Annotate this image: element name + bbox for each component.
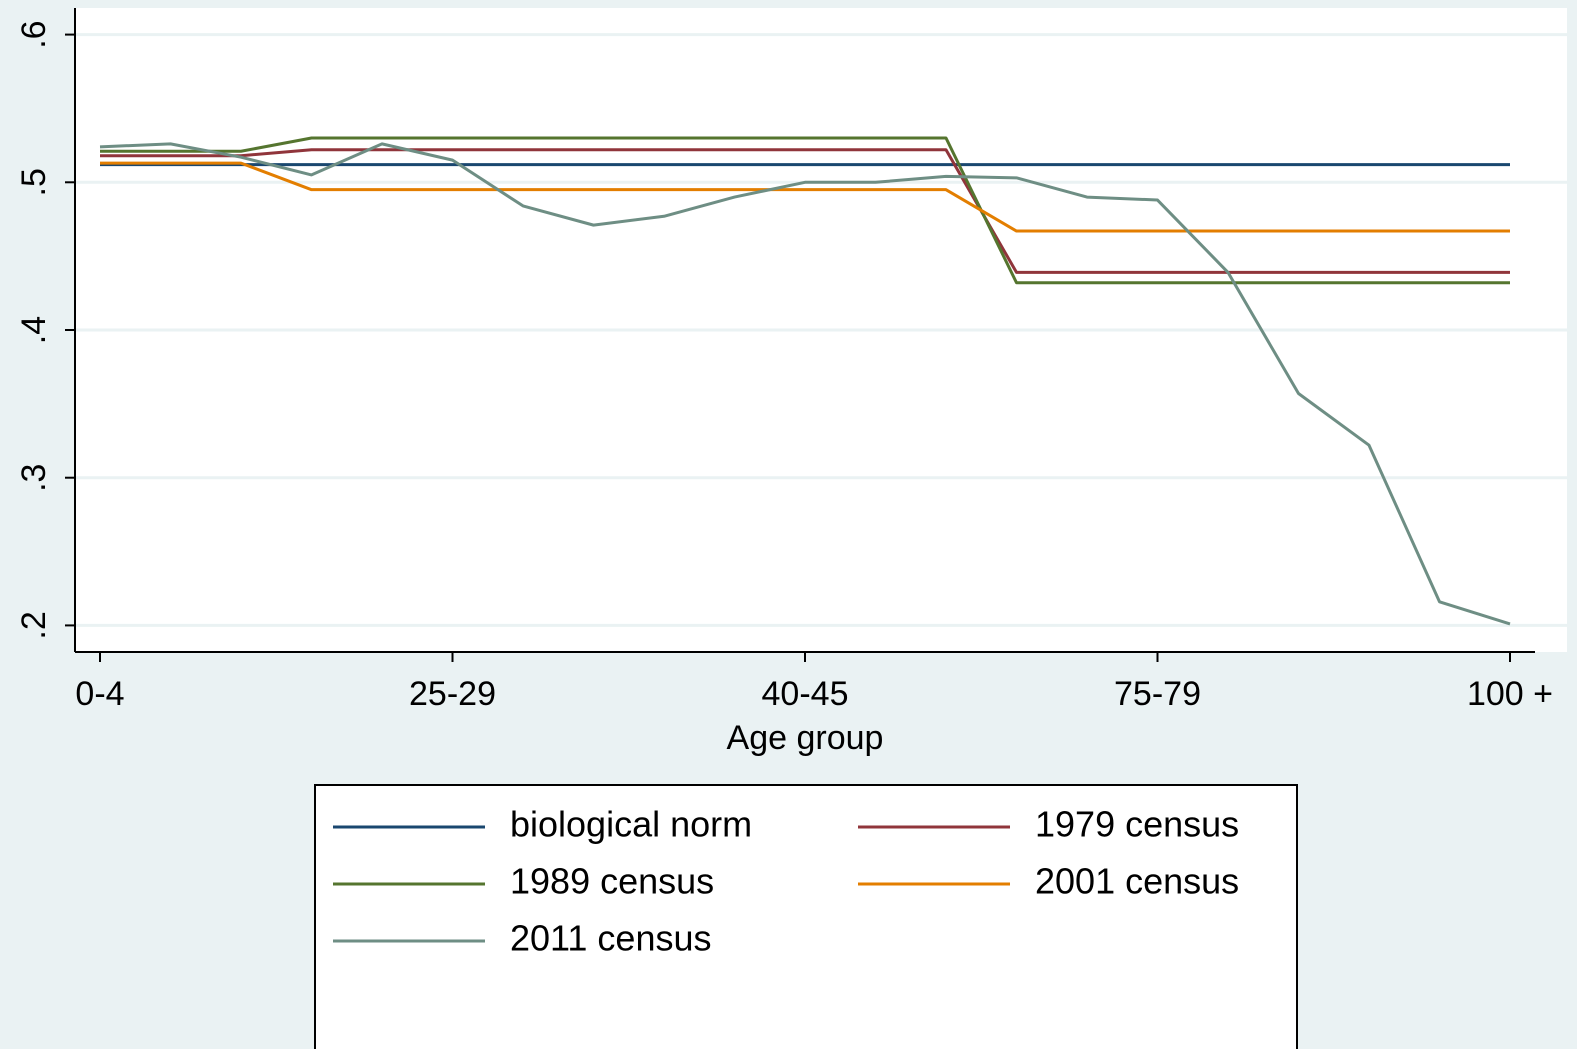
legend-box xyxy=(314,784,1298,1049)
x-tick-label: 0-4 xyxy=(75,675,124,713)
legend-label: 1989 census xyxy=(510,861,714,902)
y-tick-label: .2 xyxy=(15,611,53,639)
legend-label: 2001 census xyxy=(1035,861,1239,902)
series-line xyxy=(100,161,1510,233)
legend-label: biological norm xyxy=(510,804,752,845)
x-tick-label: 25-29 xyxy=(409,675,496,713)
y-tick-label: .5 xyxy=(15,168,53,196)
series-line xyxy=(99,142,1511,626)
legend-label: 2011 census xyxy=(510,918,711,959)
x-tick-label: 100 + xyxy=(1467,675,1553,713)
legend-label: 1979 census xyxy=(1035,804,1239,845)
y-tick-label: .3 xyxy=(15,464,53,492)
x-axis-title: Age group xyxy=(727,719,884,757)
y-tick-label: .6 xyxy=(15,20,53,48)
x-tick-label: 40-45 xyxy=(762,675,849,713)
series-line xyxy=(100,136,1510,285)
series-line xyxy=(100,148,1510,274)
y-tick-label: .4 xyxy=(15,316,53,344)
x-tick-label: 75-79 xyxy=(1114,675,1201,713)
